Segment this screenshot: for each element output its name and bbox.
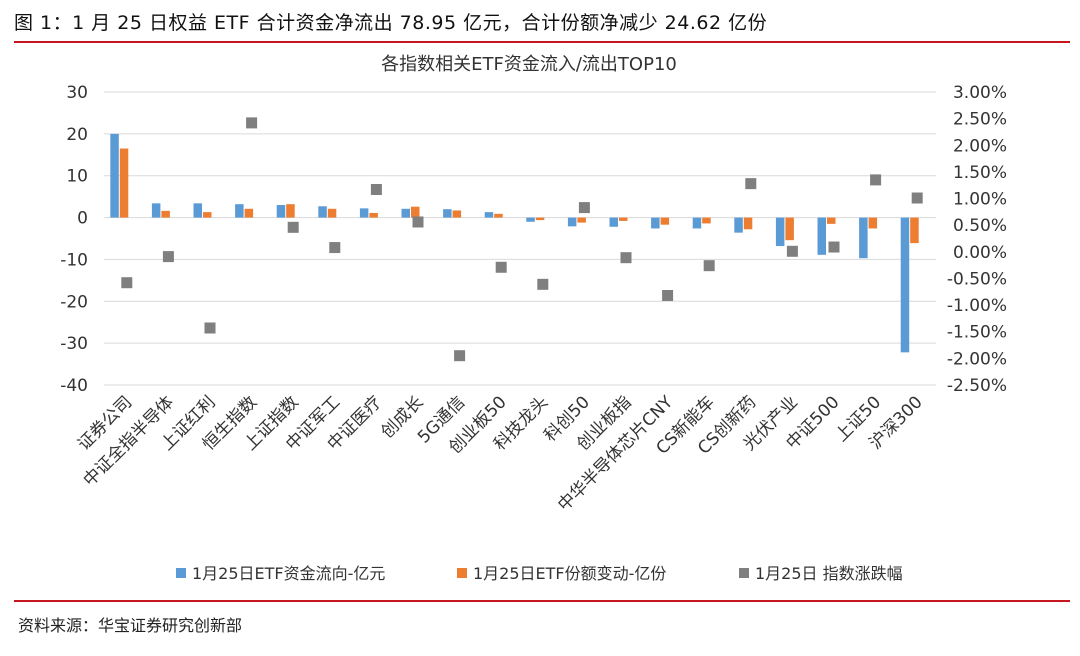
index-change-point [578,202,590,214]
share-bar [203,212,212,218]
index-change-point [329,242,341,254]
share-bar [702,217,711,224]
flow-bar [609,217,618,227]
flow-bar [775,217,785,247]
index-change-point [703,260,715,272]
flow-bar [567,217,577,227]
flow-bar [401,208,410,218]
share-bar [910,217,919,244]
etf-flow-chart: 各指数相关ETF资金流入/流出TOP10 30 20 10 0 -10 -20 -30 -40… [60,54,1007,583]
y-left-tick-label: -30 [60,334,88,354]
index-change-points [121,117,923,362]
y-left-tick-label: 0 [77,209,88,229]
share-bar [619,217,628,221]
share-bar [743,217,753,230]
y-right-tick-label: 2.50% [953,110,1007,130]
source-rule [14,600,1070,602]
index-change-point [786,245,798,257]
y-left-tick-label: 10 [66,167,88,187]
index-change-point [662,290,674,302]
y-left-tick-label: -40 [60,376,88,396]
flow-bar [900,217,910,353]
index-change-point [620,252,632,264]
index-change-point [370,183,382,195]
legend-swatch [457,568,467,578]
index-change-point [828,241,840,253]
y-right-tick-label: -2.00% [947,349,1007,369]
y-right-tick-label: -1.50% [947,323,1007,343]
share-bar [244,208,254,218]
flow-bar [817,217,826,255]
flow-bar [859,217,868,259]
legend-swatch [739,568,749,578]
flow-bar [193,203,202,218]
legend-label: 1月25日 指数涨跌幅 [755,564,903,583]
index-change-point [121,277,133,289]
flow-bar [651,217,660,229]
y-right-tick-label: 0.00% [953,243,1007,263]
index-change-point [204,322,216,334]
index-change-point [412,216,424,228]
legend-label: 1月25日ETF份额变动-亿份 [473,564,666,583]
flow-bar [359,208,369,218]
share-bar [452,210,462,218]
flow-bar [526,217,535,222]
flow-bar [318,206,327,218]
right-axis-ticks: 3.00% 2.50% 2.00% 1.50% 1.00% 0.50% 0.00% -0.50… [947,83,1007,396]
index-change-point [870,174,882,186]
chart-title: 各指数相关ETF资金流入/流出TOP10 [381,54,677,75]
left-axis-ticks: 30 20 10 0 -10 -20 -30 -40 [60,83,88,396]
index-change-point [537,278,549,290]
index-change-point [745,178,757,190]
flow-bar [110,133,119,218]
share-bar [369,212,378,218]
y-right-tick-label: -2.50% [947,376,1007,396]
flow-bar [734,217,743,233]
legend: 1月25日ETF资金流向-亿元 1月25日ETF份额变动-亿份 1月25日 指数涨跌… [176,564,903,583]
share-bar [119,148,129,218]
share-bar [411,206,420,218]
share-bar [785,217,794,241]
y-left-tick-label: -10 [60,250,88,270]
share-bar [535,217,545,221]
index-change-point [162,251,174,263]
legend-swatch [176,568,186,578]
y-left-tick-label: -20 [60,292,88,312]
index-change-point [911,192,923,204]
y-left-tick-label: 30 [66,83,88,103]
index-change-point [246,117,258,129]
flow-bar [151,203,161,218]
y-right-tick-label: 2.00% [953,136,1007,156]
bar-series [110,133,919,353]
y-right-tick-label: -1.00% [947,296,1007,316]
flow-bar [276,205,286,218]
legend-label: 1月25日ETF资金流向-亿元 [192,564,385,583]
index-change-point [454,350,466,362]
flow-bar [235,204,244,218]
flow-bar [484,212,494,218]
share-bar [327,208,337,218]
share-bar [827,217,836,224]
category-labels: 证券公司中证全指半导体上证红利恒生指数上证指数中证军工中证医疗创成长5G通信创业… [74,392,927,515]
source-note: 资料来源：华宝证券研究创新部 [18,616,243,635]
title-rule [14,41,1070,43]
flow-bar [443,209,452,218]
share-bar [868,217,878,229]
share-bar [286,204,295,218]
share-bar [577,217,586,223]
gridlines [104,91,936,386]
y-right-tick-label: 0.50% [953,216,1007,236]
y-right-tick-label: 1.50% [953,163,1007,183]
index-change-point [287,221,299,233]
index-change-point [495,261,507,273]
y-right-tick-label: 3.00% [953,83,1007,103]
figure-title: 图 1：1 月 25 日权益 ETF 合计资金净流出 78.95 亿元，合计份额… [14,12,768,34]
share-bar [494,213,503,218]
y-right-tick-label: -0.50% [947,269,1007,289]
share-bar [660,217,670,225]
y-left-tick-label: 20 [66,125,88,145]
share-bar [161,210,170,218]
y-right-tick-label: 1.00% [953,190,1007,210]
flow-bar [692,217,702,229]
